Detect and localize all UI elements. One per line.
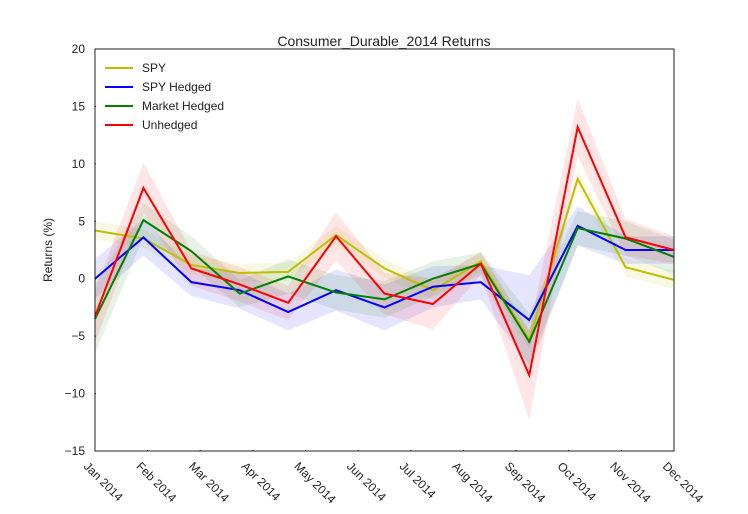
line (94, 218, 675, 345)
y-tick-label: 15 (72, 99, 86, 113)
x-tick-label: Nov 2014 (607, 459, 653, 505)
y-tick-label: −15 (65, 444, 86, 458)
x-tick-label: Jun 2014 (344, 459, 389, 504)
x-tick-label: May 2014 (291, 459, 338, 506)
y-tick-label: 5 (78, 214, 85, 228)
x-tick-label: Sep 2014 (502, 459, 548, 505)
legend-label: SPY (142, 61, 166, 75)
x-tick-label: Oct 2014 (555, 459, 600, 504)
x-tick-label: Jul 2014 (397, 459, 439, 501)
line (94, 176, 675, 343)
error-band (95, 169, 674, 349)
y-tick-label: 0 (78, 272, 85, 286)
y-tick-label: −5 (71, 329, 85, 343)
x-tick-label: Jan 2014 (81, 459, 126, 504)
legend-label: SPY Hedged (142, 80, 211, 94)
legend-label: Market Hedged (142, 99, 224, 113)
line (94, 224, 674, 322)
plot-frame (94, 48, 675, 452)
x-tick-label: Apr 2014 (239, 459, 284, 504)
error-band (95, 202, 674, 371)
line (94, 123, 675, 379)
x-tick-label: Dec 2014 (660, 459, 706, 505)
legend-label: Unhedged (142, 118, 197, 132)
y-tick-label: −10 (65, 387, 86, 401)
y-tick-label: 20 (72, 42, 86, 56)
chart-title: Consumer_Durable_2014 Returns (277, 33, 490, 49)
y-tick-label: 10 (72, 157, 86, 171)
y-axis-label: Returns (%) (41, 218, 55, 282)
x-tick-label: Mar 2014 (186, 459, 232, 505)
error-band (95, 206, 674, 365)
x-tick-label: Feb 2014 (134, 459, 180, 505)
x-tick-label: Aug 2014 (449, 459, 495, 505)
